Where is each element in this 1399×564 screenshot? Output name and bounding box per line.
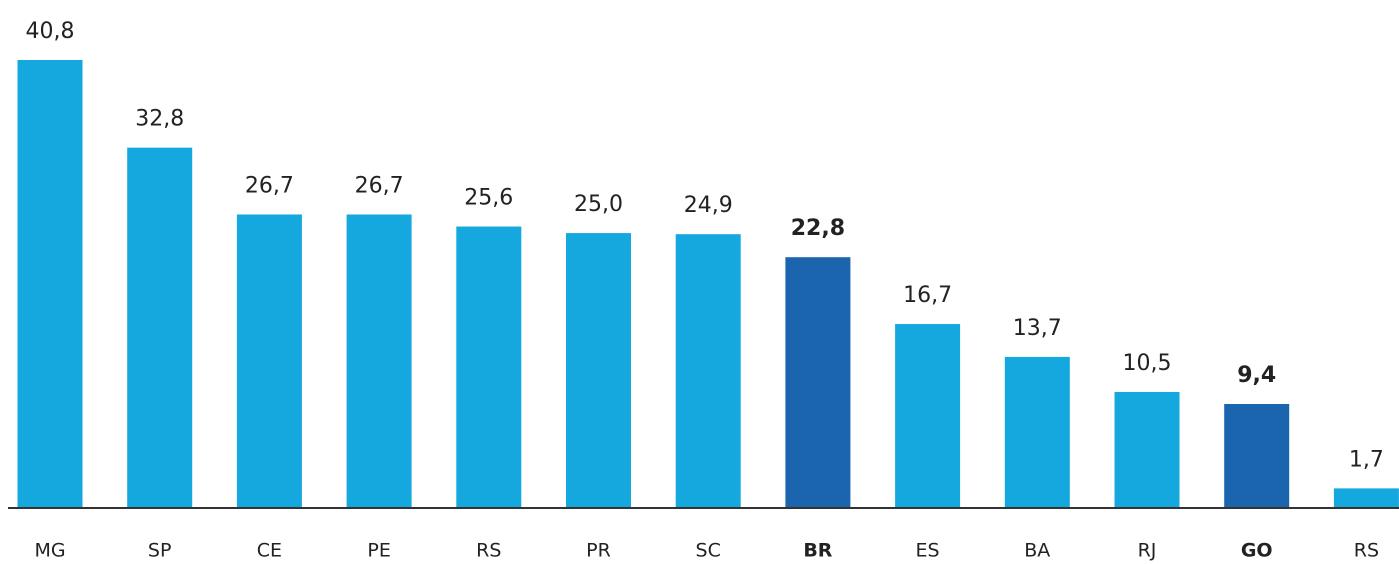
bar (785, 257, 851, 507)
x-tick-label: RS (476, 540, 501, 562)
bar (17, 60, 83, 507)
x-tick-label: RS (1354, 540, 1379, 562)
x-tick-label: CE (257, 540, 282, 562)
value-label: 13,7 (1013, 316, 1062, 341)
value-label: 22,8 (791, 216, 845, 241)
bar (1004, 356, 1070, 507)
bar (675, 234, 741, 507)
value-label: 32,8 (135, 107, 184, 132)
x-tick-label: RJ (1138, 540, 1157, 562)
x-tick-label: PE (367, 540, 390, 562)
x-tick-label: MG (34, 540, 65, 562)
bar (236, 214, 302, 507)
bar (346, 214, 412, 507)
value-label: 40,8 (26, 19, 75, 44)
x-tick-label: GO (1241, 540, 1273, 562)
value-label: 16,7 (903, 283, 952, 308)
value-label: 1,7 (1349, 447, 1384, 472)
bar (1224, 404, 1290, 507)
value-label: 26,7 (245, 173, 294, 198)
x-tick-label: SC (696, 540, 721, 562)
x-tick-label: SP (148, 540, 172, 562)
value-label: 9,4 (1237, 363, 1276, 388)
value-label: 10,5 (1123, 351, 1172, 376)
bar (127, 147, 193, 507)
bar (566, 233, 631, 507)
bar (1333, 488, 1399, 507)
value-label: 26,7 (355, 173, 404, 198)
value-label: 25,0 (574, 192, 623, 217)
bar (456, 226, 522, 507)
value-label: 24,9 (684, 193, 733, 218)
x-tick-label: PR (586, 540, 611, 562)
value-label: 25,6 (464, 186, 513, 211)
x-tick-label: ES (916, 540, 940, 562)
bar (1114, 391, 1180, 507)
bar (895, 324, 961, 507)
x-tick-label: BR (803, 540, 832, 562)
x-tick-label: BA (1024, 540, 1050, 562)
